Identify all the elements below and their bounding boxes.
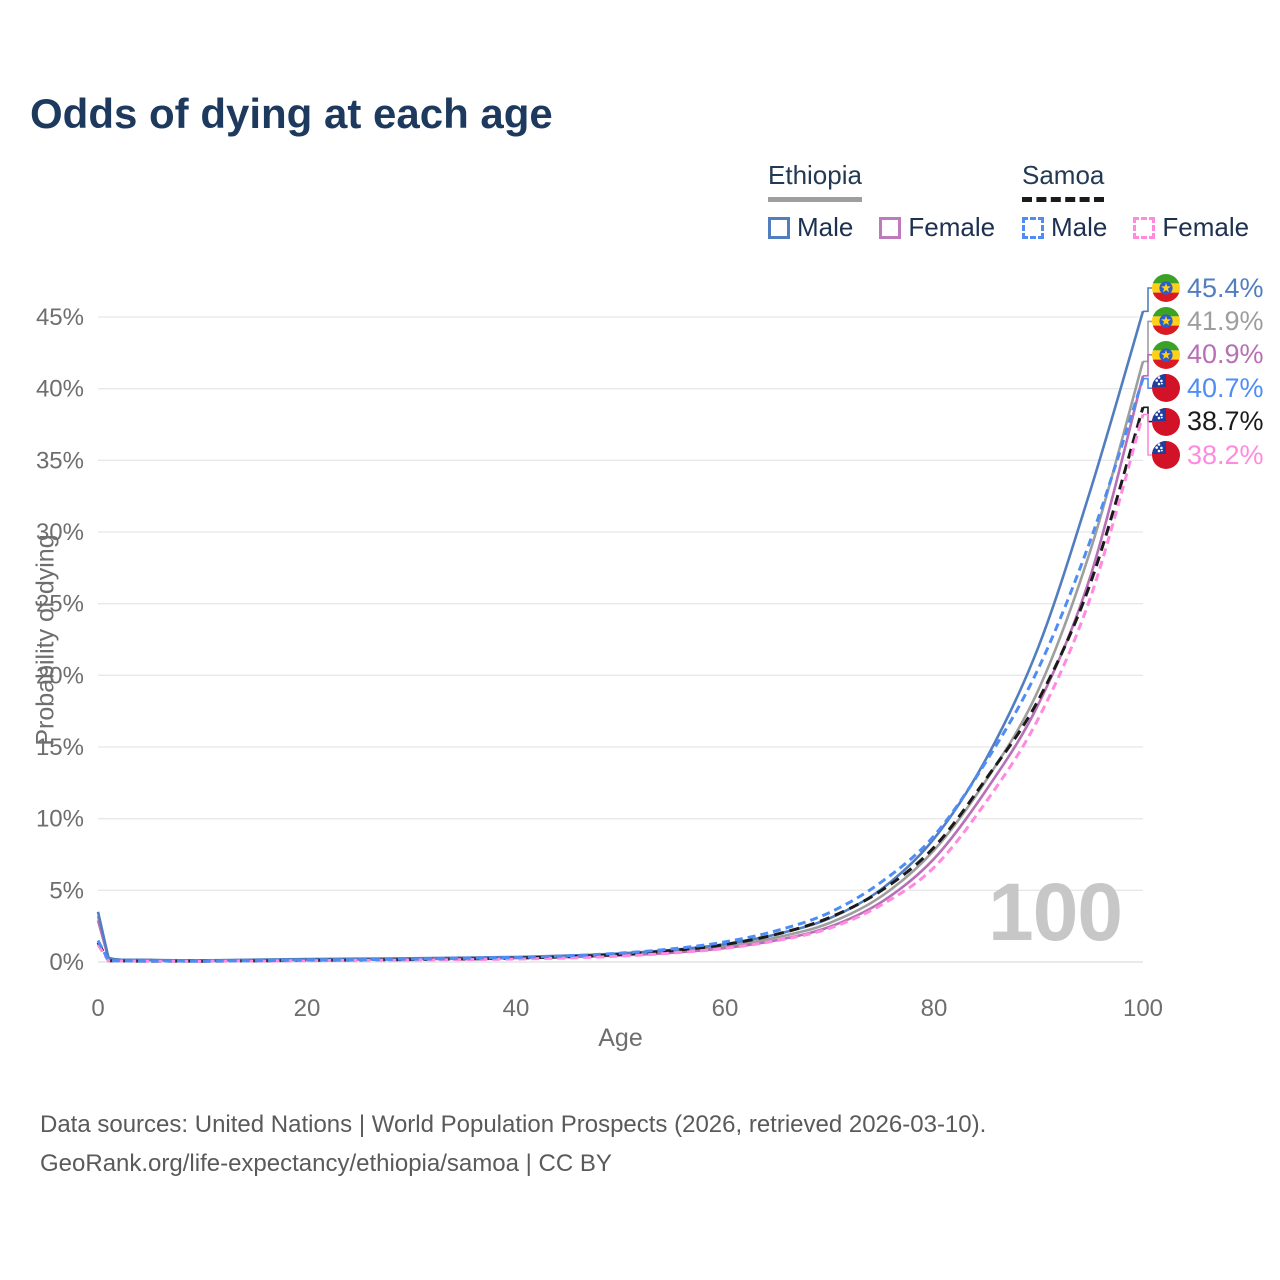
legend-label-ethiopia-female: Female [908, 212, 996, 242]
end-label-ethiopia-female: 40.9% [1152, 339, 1264, 370]
end-label-connector [1143, 354, 1152, 377]
legend-item-samoa-male: Male [1022, 212, 1107, 243]
legend-group-samoa: Samoa Male Female [1022, 160, 1249, 243]
samoa-male-swatch-icon [1022, 216, 1044, 239]
legend-label-samoa-female: Female [1162, 212, 1250, 242]
series-line-samoa-female [96, 414, 1145, 963]
x-axis-title: Age [598, 1024, 643, 1052]
samoa-female-swatch-icon [1133, 216, 1156, 239]
end-label-connector [1143, 320, 1152, 363]
y-tick-label: 5% [49, 877, 84, 904]
y-tick-label: 15% [36, 734, 84, 761]
legend-country-ethiopia: Ethiopia [768, 160, 862, 202]
y-axis-title: Probability of dying [31, 534, 60, 746]
legend-item-ethiopia-male: Male [768, 212, 853, 243]
x-tick-label: 100 [1123, 995, 1163, 1022]
x-tick-label: 40 [503, 995, 530, 1022]
footer: Data sources: United Nations | World Pop… [40, 1105, 986, 1183]
y-tick-label: 10% [36, 806, 84, 833]
footer-data-sources: Data sources: United Nations | World Pop… [40, 1111, 987, 1138]
legend-label-ethiopia-male: Male [797, 212, 854, 242]
y-tick-label: 35% [36, 447, 84, 474]
ethiopia-female-swatch-icon [879, 216, 902, 239]
end-label-connector [1143, 413, 1152, 456]
y-tick-label: 20% [36, 662, 84, 689]
samoa-flag-icon [1152, 374, 1180, 403]
end-label-connector [1143, 377, 1152, 389]
x-tick-label: 20 [294, 995, 321, 1022]
series-line-ethiopia-male [96, 310, 1145, 962]
y-tick-label: 45% [36, 304, 84, 331]
footer-attribution: GeoRank.org/life-expectancy/ethiopia/sam… [40, 1150, 612, 1177]
y-tick-label: 25% [36, 591, 84, 618]
end-label-samoa-male: 40.7% [1152, 373, 1264, 403]
legend-group-ethiopia: Ethiopia Male Female [768, 160, 995, 243]
samoa-flag-icon [1152, 441, 1180, 469]
x-tick-label: 0 [91, 995, 104, 1022]
series-line-ethiopia-both-sexes [96, 361, 1145, 962]
ethiopia-male-swatch-icon [768, 216, 790, 239]
end-label-connector [1143, 287, 1152, 313]
end-label-ethiopia-male: 45.4% [1152, 273, 1264, 303]
legend-country-samoa: Samoa [1022, 160, 1105, 202]
y-tick-label: 40% [36, 376, 84, 403]
end-label-value: 45.4% [1187, 272, 1264, 303]
y-tick-label: 30% [36, 519, 84, 546]
end-label-value: 41.9% [1187, 305, 1264, 336]
end-label-samoa-female: 38.2% [1152, 440, 1264, 470]
age-watermark: 100 [988, 867, 1123, 958]
end-label-value: 40.7% [1187, 372, 1264, 403]
ethiopia-flag-icon [1152, 307, 1180, 336]
end-label-value: 40.9% [1187, 339, 1264, 370]
series-line-samoa-both-sexes [96, 406, 1145, 963]
legend-item-samoa-female: Female [1133, 212, 1249, 243]
samoa-flag-icon [1152, 407, 1180, 436]
ethiopia-flag-icon [1152, 274, 1180, 302]
end-label-ethiopia-both-sexes: 41.9% [1152, 306, 1264, 336]
series-line-samoa-male [96, 378, 1145, 963]
series-line-ethiopia-female [96, 375, 1145, 962]
end-label-value: 38.7% [1187, 406, 1264, 437]
end-label-samoa-both-sexes: 38.7% [1152, 406, 1264, 437]
legend-item-ethiopia-female: Female [879, 212, 995, 243]
y-tick-label: 0% [49, 949, 84, 976]
page-title: Odds of dying at each age [30, 90, 553, 137]
end-label-value: 38.2% [1187, 439, 1264, 470]
x-tick-label: 80 [921, 995, 948, 1022]
legend-label-samoa-male: Male [1051, 212, 1108, 242]
x-tick-label: 60 [712, 995, 739, 1022]
ethiopia-flag-icon [1152, 340, 1180, 369]
